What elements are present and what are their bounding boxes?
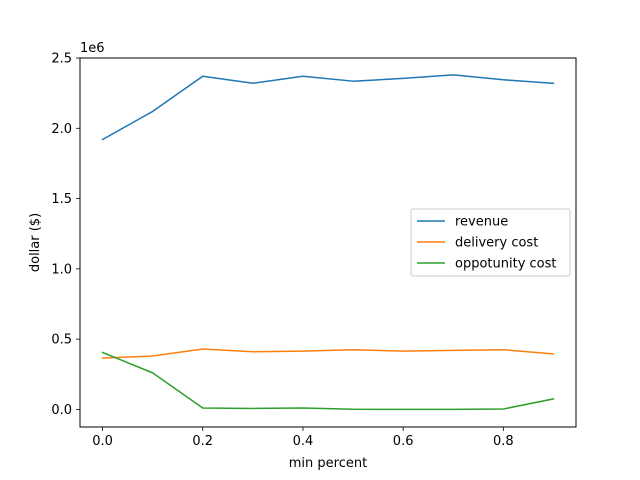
x-tick-label: 0.6 bbox=[393, 434, 414, 449]
x-tick-label: 0.0 bbox=[92, 434, 113, 449]
legend-label-2: delivery cost bbox=[455, 236, 538, 251]
y-tick-label: 0.0 bbox=[51, 403, 72, 418]
x-tick-label: 0.4 bbox=[293, 434, 314, 449]
y-offset-label: 1e6 bbox=[80, 41, 105, 56]
x-tick-label: 0.8 bbox=[493, 434, 514, 449]
y-axis-ticks: 0.0 0.5 1.0 1.5 2.0 2.5 bbox=[51, 52, 80, 418]
series-lines bbox=[101, 74, 555, 411]
legend-label-1: revenue bbox=[455, 215, 508, 230]
y-tick-label: 0.5 bbox=[51, 333, 72, 348]
y-tick-label: 1.0 bbox=[51, 262, 72, 277]
y-tick-label: 2.5 bbox=[51, 52, 72, 67]
x-tick-label: 0.2 bbox=[192, 434, 213, 449]
y-axis-label: dollar ($) bbox=[28, 213, 43, 272]
series-line-1 bbox=[101, 74, 555, 141]
series-line-3 bbox=[101, 351, 555, 411]
series-line-2 bbox=[101, 348, 555, 359]
y-tick-label: 2.0 bbox=[51, 122, 72, 137]
x-axis-ticks: 0.0 0.2 0.4 0.6 0.8 bbox=[92, 427, 514, 449]
legend-box bbox=[410, 208, 571, 277]
y-tick-label: 1.5 bbox=[51, 192, 72, 207]
legend: revenue delivery cost oppotunity cost bbox=[410, 208, 571, 277]
legend-label-3: oppotunity cost bbox=[455, 257, 557, 272]
plot-frame bbox=[79, 57, 577, 428]
x-axis-label: min percent bbox=[289, 456, 367, 471]
legend-items: revenue delivery cost oppotunity cost bbox=[417, 215, 557, 272]
